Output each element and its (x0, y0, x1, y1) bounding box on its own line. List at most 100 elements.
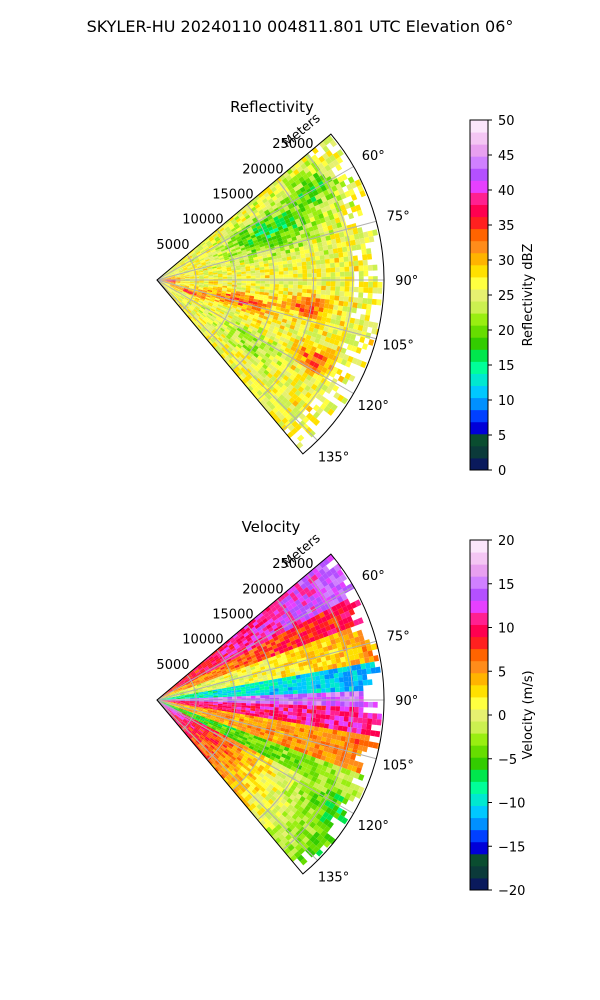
reflectivity-cell (170, 282, 176, 285)
reflectivity-cell (235, 371, 242, 378)
velocity-cell (219, 655, 225, 660)
reflectivity-cell (352, 255, 359, 262)
reflectivity-cell (313, 214, 320, 221)
reflectivity-cell (242, 238, 248, 243)
velocity-cell (218, 653, 224, 658)
velocity-cell (355, 733, 361, 740)
velocity-cell (178, 690, 184, 693)
reflectivity-cell (236, 269, 242, 273)
reflectivity-cell (258, 375, 265, 382)
reflectivity-cell (212, 284, 218, 287)
reflectivity-cell (216, 345, 222, 351)
reflectivity-cell (320, 263, 326, 269)
velocity-cell (174, 690, 179, 693)
reflectivity-colorbar-tick-label: 10 (498, 394, 515, 409)
velocity-cell (344, 701, 350, 707)
velocity-cell (224, 677, 230, 681)
reflectivity-cell (254, 203, 261, 210)
reflectivity-cell (244, 297, 250, 301)
reflectivity-cell (269, 369, 276, 376)
velocity-cell (183, 688, 189, 691)
reflectivity-cell (343, 301, 349, 307)
velocity-cell (268, 679, 274, 684)
velocity-cell (325, 640, 332, 647)
velocity-cell (180, 695, 185, 697)
reflectivity-cell (195, 312, 201, 317)
reflectivity-cell (268, 183, 275, 190)
reflectivity-cell (250, 270, 256, 274)
velocity-cell (335, 696, 341, 702)
reflectivity-cell (268, 327, 274, 333)
reflectivity-cell (241, 280, 247, 284)
velocity-cell (259, 650, 265, 656)
reflectivity-cell (321, 330, 328, 337)
reflectivity-cell (376, 299, 382, 306)
reflectivity-cell (180, 274, 185, 276)
reflectivity-cell (171, 278, 176, 280)
reflectivity-cell (263, 325, 270, 331)
velocity-cell (348, 675, 354, 682)
reflectivity-cell (233, 242, 239, 247)
reflectivity-cell (292, 400, 299, 407)
velocity-cell (236, 694, 242, 697)
reflectivity-cell (204, 300, 209, 304)
reflectivity-cell (304, 385, 311, 392)
reflectivity-cell (339, 180, 347, 188)
velocity-cell (307, 632, 314, 639)
reflectivity-cell (202, 302, 208, 307)
reflectivity-cell (356, 302, 363, 309)
velocity-cell (310, 676, 316, 682)
reflectivity-cell (214, 228, 220, 234)
velocity-cell (333, 724, 339, 731)
reflectivity-cell (213, 275, 218, 278)
reflectivity-cell (235, 217, 242, 223)
reflectivity-cell (221, 222, 227, 228)
reflectivity-cell (305, 257, 311, 262)
velocity-cell (261, 656, 267, 661)
reflectivity-cell (294, 306, 300, 312)
reflectivity-cell (172, 290, 177, 294)
velocity-cell (301, 600, 308, 607)
reflectivity-cell (311, 281, 317, 286)
velocity-cell (334, 652, 341, 659)
reflectivity-cell (302, 241, 309, 247)
reflectivity-cell (213, 234, 219, 240)
velocity-cell (248, 661, 254, 666)
reflectivity-cell (246, 250, 252, 255)
reflectivity-cell (228, 242, 234, 247)
reflectivity-cell (175, 294, 180, 298)
velocity-cell (165, 694, 170, 697)
reflectivity-cell (306, 293, 312, 298)
velocity-cell (358, 690, 364, 697)
reflectivity-cell (288, 284, 294, 289)
velocity-cell (335, 692, 341, 697)
reflectivity-cell (201, 313, 207, 318)
velocity-cell (203, 674, 209, 679)
reflectivity-cell (361, 303, 367, 310)
reflectivity-cell (267, 226, 274, 232)
velocity-cell (252, 647, 258, 652)
reflectivity-cell (183, 289, 188, 293)
reflectivity-cell (272, 315, 279, 321)
reflectivity-cell (262, 403, 270, 410)
velocity-cell (195, 680, 201, 684)
reflectivity-cell (342, 251, 349, 258)
reflectivity-cell (331, 243, 338, 250)
reflectivity-cell (293, 273, 298, 278)
reflectivity-cell (260, 341, 267, 348)
reflectivity-cell (267, 256, 273, 261)
velocity-cell (320, 688, 326, 693)
velocity-cell (215, 657, 221, 663)
reflectivity-cell (180, 283, 185, 285)
reflectivity-cell (326, 332, 333, 339)
reflectivity-cell (292, 270, 298, 275)
reflectivity-cell (215, 317, 221, 322)
reflectivity-cell (248, 241, 254, 246)
reflectivity-cell (191, 310, 196, 315)
reflectivity-cell (201, 292, 207, 296)
velocity-cell (329, 678, 335, 684)
reflectivity-cell (223, 302, 229, 306)
reflectivity-cell (311, 268, 317, 274)
reflectivity-cell (278, 400, 286, 408)
reflectivity-cell (199, 308, 204, 313)
